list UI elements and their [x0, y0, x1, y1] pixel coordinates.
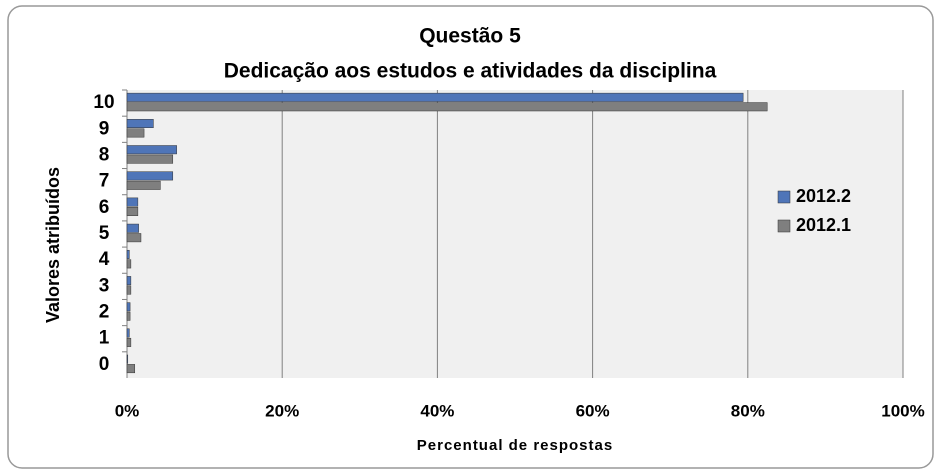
bar: [126, 197, 139, 207]
bar: [126, 223, 139, 233]
x-tick-label: 60%: [576, 401, 610, 420]
legend-swatch: [777, 190, 791, 204]
x-tick-label: 100%: [881, 401, 924, 420]
bar: [126, 364, 136, 374]
bar: [126, 128, 145, 138]
x-tick-label: 40%: [420, 401, 454, 420]
legend-label: 2012.1: [796, 215, 851, 235]
bar: [126, 337, 132, 347]
bar: [126, 154, 174, 164]
y-tick-label: 2: [99, 302, 110, 323]
bar: [126, 233, 142, 243]
x-tick-label: 80%: [731, 401, 765, 420]
bar: [126, 259, 132, 269]
chart-subtitle: Dedicação aos estudos e atividades da di…: [224, 60, 717, 83]
y-tick-label: 10: [93, 92, 114, 113]
bar: [126, 276, 132, 286]
bar: [126, 180, 161, 190]
x-tick-label: 20%: [265, 401, 299, 420]
bar: [126, 145, 177, 155]
bar: [126, 311, 131, 321]
y-tick-label: 5: [99, 223, 110, 244]
legend-swatch: [777, 219, 791, 233]
x-axis-label: Percentual de respostas: [417, 437, 613, 454]
x-tick-label: 0%: [115, 401, 140, 420]
bar: [126, 249, 130, 259]
bar: [126, 328, 130, 338]
y-tick-label: 3: [99, 275, 110, 296]
y-tick-label: 7: [99, 171, 110, 192]
y-tick-label: 1: [99, 328, 110, 349]
bar: [126, 171, 174, 181]
bar: [126, 207, 139, 216]
bar: [126, 302, 131, 312]
bar: [126, 285, 132, 295]
y-tick-label: 9: [99, 118, 110, 139]
y-tick-label: 4: [99, 249, 110, 270]
y-axis-label: Valores atribuídos: [43, 167, 63, 323]
bar: [126, 354, 129, 364]
y-tick-label: 6: [99, 197, 110, 218]
y-tick-label: 0: [99, 354, 110, 375]
legend-label: 2012.2: [796, 186, 851, 206]
y-tick-label: 8: [99, 144, 110, 165]
bar: [126, 102, 768, 112]
bar: [126, 119, 154, 128]
plot-area: [127, 90, 903, 378]
chart-title: Questão 5: [419, 25, 521, 48]
bar: [126, 92, 744, 102]
